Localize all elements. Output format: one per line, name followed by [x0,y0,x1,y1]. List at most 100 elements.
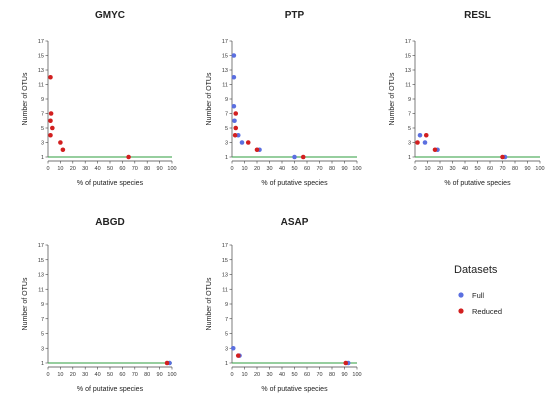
point-reduced-ptp [233,125,239,131]
x-tick-label-abgd: 90 [157,372,163,378]
x-tick-label-resl: 60 [487,166,493,172]
point-reduced-gmyc [126,154,131,160]
y-tick-label-resl: 11 [405,83,411,89]
point-reduced-asap [235,353,241,358]
panel-title-ptp: PTP [285,10,305,21]
x-tick-label-asap: 100 [352,372,361,378]
x-tick-label-gmyc: 60 [119,166,125,172]
x-tick-label-resl: 80 [512,166,518,172]
x-axis-label-ptp: % of putative species [261,180,328,187]
x-tick-label-ptp: 50 [291,166,297,172]
x-tick-label-asap: 80 [329,372,335,378]
y-tick-label-resl: 5 [408,126,411,132]
x-tick-label-gmyc: 70 [132,166,138,172]
point-reduced-gmyc [50,125,55,131]
point-full-ptp [239,140,245,145]
x-axis-label-abgd: % of putative species [77,386,144,393]
y-axis-label-gmyc: Number of OTUs [22,72,29,125]
x-tick-label-resl: 10 [424,166,430,172]
y-tick-label-asap: 17 [222,243,228,249]
y-tick-label-asap: 11 [222,287,228,293]
x-tick-label-resl: 40 [462,166,468,172]
x-tick-label-ptp: 80 [329,166,335,172]
x-tick-label-ptp: 100 [352,166,361,172]
y-tick-label-gmyc: 13 [38,68,44,74]
point-full-ptp [232,118,237,124]
x-tick-label-resl: 30 [449,166,455,172]
legend-label-full: Full [472,291,484,300]
x-tick-label-resl: 100 [535,166,544,172]
y-tick-label-resl: 7 [408,112,411,118]
x-tick-label-abgd: 70 [132,372,138,378]
point-reduced-gmyc [58,140,63,145]
x-tick-label-abgd: 60 [119,372,125,378]
point-reduced-ptp [245,140,251,145]
panel-title-abgd: ABGD [95,217,124,228]
point-full-ptp [231,53,237,58]
x-tick-label-resl: 20 [437,166,443,172]
x-tick-label-resl: 0 [413,166,416,172]
y-tick-label-ptp: 15 [222,54,228,60]
point-reduced-resl [500,154,505,160]
y-tick-label-asap: 15 [222,258,228,264]
y-axis-label-ptp: Number of OTUs [206,72,213,125]
panel-title-resl: RESL [464,10,491,21]
y-tick-label-asap: 9 [225,302,228,308]
x-tick-label-gmyc: 40 [95,166,101,172]
y-tick-label-abgd: 5 [41,332,44,338]
y-axis-label-asap: Number of OTUs [206,277,213,330]
y-tick-label-gmyc: 17 [38,39,44,45]
point-reduced-resl [423,132,429,138]
y-tick-label-resl: 17 [405,39,411,45]
x-tick-label-asap: 20 [254,372,260,378]
x-tick-label-abgd: 100 [167,372,176,378]
x-tick-label-abgd: 40 [95,372,101,378]
point-reduced-ptp [300,154,306,160]
y-tick-label-asap: 7 [225,317,228,323]
x-tick-label-abgd: 20 [70,372,76,378]
x-tick-label-asap: 0 [230,372,233,378]
point-reduced-asap [343,360,349,366]
y-tick-label-resl: 3 [408,141,411,147]
y-tick-label-gmyc: 15 [38,54,44,60]
x-tick-label-resl: 50 [474,166,480,172]
x-tick-label-ptp: 60 [304,166,310,172]
x-axis-label-resl: % of putative species [444,180,511,187]
point-reduced-gmyc [48,74,53,80]
y-tick-label-abgd: 13 [38,273,44,279]
x-tick-label-abgd: 50 [107,372,113,378]
x-tick-label-abgd: 80 [144,372,150,378]
x-tick-label-ptp: 70 [316,166,322,172]
y-tick-label-abgd: 7 [41,317,44,323]
x-tick-label-asap: 50 [291,372,297,378]
legend: Datasets Full Reduced [454,264,502,316]
x-tick-label-gmyc: 90 [157,166,163,172]
panel-title-gmyc: GMYC [95,10,125,21]
y-tick-label-asap: 3 [225,346,228,352]
y-tick-label-gmyc: 7 [41,112,44,118]
x-tick-label-asap: 30 [266,372,272,378]
y-tick-label-abgd: 15 [38,258,44,264]
point-full-ptp [231,74,237,80]
y-tick-label-gmyc: 1 [41,155,44,161]
point-full-resl [417,132,423,138]
y-tick-label-resl: 13 [405,68,411,74]
point-reduced-resl [432,147,438,153]
point-reduced-resl [415,140,420,145]
point-full-resl [422,140,428,145]
point-reduced-ptp [232,132,238,138]
y-tick-label-gmyc: 5 [41,126,44,132]
point-reduced-abgd [164,360,170,366]
y-tick-label-ptp: 7 [225,112,228,118]
point-reduced-gmyc [48,118,53,124]
y-axis-label-resl: Number of OTUs [389,72,396,125]
x-tick-label-gmyc: 0 [46,166,49,172]
x-tick-label-asap: 60 [304,372,310,378]
point-full-ptp [292,154,297,160]
y-tick-label-abgd: 9 [41,302,44,308]
x-tick-label-resl: 70 [499,166,505,172]
x-tick-label-ptp: 30 [266,166,272,172]
